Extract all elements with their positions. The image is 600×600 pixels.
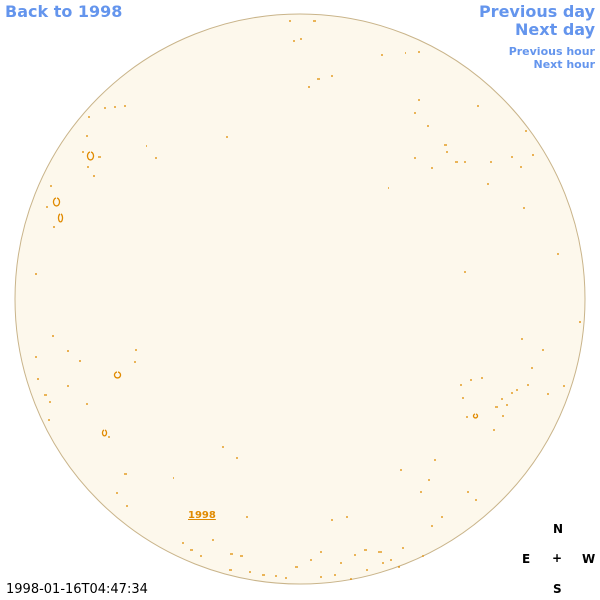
next-day-link[interactable]: Next day — [515, 20, 595, 39]
year-link[interactable]: 1998 — [188, 510, 216, 521]
back-link[interactable]: Back to 1998 — [5, 2, 123, 21]
compass-south: S — [553, 582, 562, 596]
timestamp: 1998-01-16T04:47:34 — [6, 582, 148, 597]
compass-center: + — [552, 551, 563, 565]
compass-north: N — [553, 522, 564, 536]
contours — [35, 20, 581, 580]
solar-disc — [14, 13, 586, 585]
compass-west: W — [582, 552, 596, 566]
compass-east: E — [522, 552, 531, 566]
previous-day-link[interactable]: Previous day — [478, 2, 595, 21]
next-hour-link[interactable]: Next hour — [533, 58, 596, 71]
previous-hour-link[interactable]: Previous hour — [508, 45, 595, 58]
